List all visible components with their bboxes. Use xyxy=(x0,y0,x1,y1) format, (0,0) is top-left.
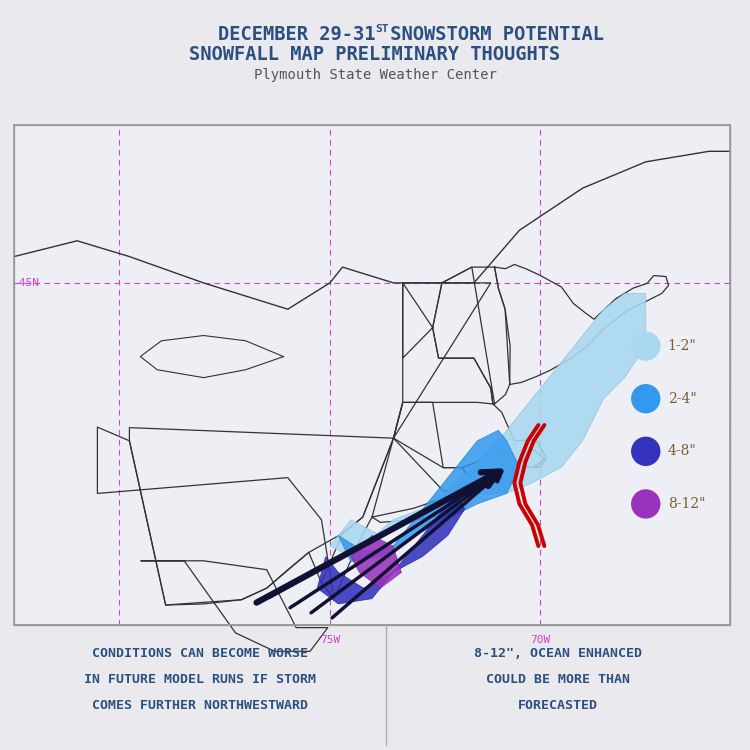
Text: 70W: 70W xyxy=(530,635,550,645)
Text: 8-12", OCEAN ENHANCED: 8-12", OCEAN ENHANCED xyxy=(474,647,642,660)
Bar xyxy=(14,125,730,625)
Circle shape xyxy=(632,437,660,465)
Text: CONDITIONS CAN BECOME WORSE: CONDITIONS CAN BECOME WORSE xyxy=(92,647,308,660)
Text: FORECASTED: FORECASTED xyxy=(518,699,599,712)
Text: 1-2": 1-2" xyxy=(668,339,697,353)
Circle shape xyxy=(632,490,660,518)
Polygon shape xyxy=(317,494,465,604)
Circle shape xyxy=(632,385,660,412)
Text: COULD BE MORE THAN: COULD BE MORE THAN xyxy=(486,673,630,686)
Text: 4-8": 4-8" xyxy=(668,444,697,458)
Text: Plymouth State Weather Center: Plymouth State Weather Center xyxy=(254,68,496,82)
Text: COMES FURTHER NORTHWESTWARD: COMES FURTHER NORTHWESTWARD xyxy=(92,699,308,712)
Text: SNOWSTORM POTENTIAL: SNOWSTORM POTENTIAL xyxy=(379,26,604,44)
Text: 8-12": 8-12" xyxy=(668,497,705,511)
Text: DECEMBER 29-31: DECEMBER 29-31 xyxy=(217,26,375,44)
Polygon shape xyxy=(338,430,520,562)
Text: 75W: 75W xyxy=(320,635,340,645)
Text: IN FUTURE MODEL RUNS IF STORM: IN FUTURE MODEL RUNS IF STORM xyxy=(84,673,316,686)
Text: 45N: 45N xyxy=(12,278,39,288)
Polygon shape xyxy=(330,293,646,556)
Circle shape xyxy=(632,332,660,360)
Text: ST: ST xyxy=(375,24,388,34)
Text: 2-4": 2-4" xyxy=(668,392,697,406)
Text: SNOWFALL MAP PRELIMINARY THOUGHTS: SNOWFALL MAP PRELIMINARY THOUGHTS xyxy=(189,46,560,64)
Polygon shape xyxy=(351,536,401,588)
